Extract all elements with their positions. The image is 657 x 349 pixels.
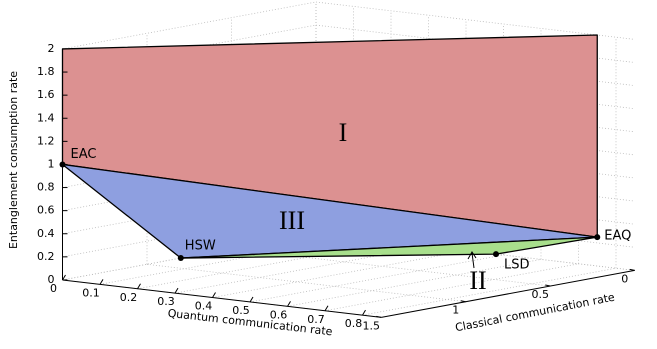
- y-tick-label: 0.1: [82, 286, 100, 299]
- tick: [212, 292, 216, 298]
- tick: [174, 287, 179, 294]
- z-tick-label: 2: [48, 42, 55, 55]
- grid-line: [287, 259, 542, 307]
- y-tick-label: 0.5: [232, 304, 250, 317]
- region-label: I: [339, 118, 348, 147]
- grid-line: [212, 250, 467, 298]
- z-tick-label: 1.8: [37, 65, 55, 78]
- x-tick-label: 1: [452, 304, 459, 317]
- tick: [137, 283, 141, 290]
- tick: [460, 300, 466, 303]
- point-label: EAC: [71, 147, 97, 162]
- y-axis-title: Quantum communication rate: [167, 307, 333, 339]
- grid-line: [315, 232, 635, 271]
- tick: [545, 284, 551, 287]
- grid-line: [146, 263, 466, 303]
- grid-line: [62, 209, 317, 258]
- point: [59, 161, 66, 168]
- region-label: III: [279, 206, 305, 235]
- point-label: LSD: [504, 258, 530, 273]
- y-axis: [62, 279, 382, 318]
- grid-line: [137, 241, 392, 290]
- point: [594, 234, 601, 241]
- tick: [324, 305, 329, 312]
- region-label: II: [469, 266, 486, 295]
- x-tick-label: 0: [621, 272, 628, 285]
- grid-line: [62, 186, 317, 235]
- point-label: EAQ: [604, 229, 631, 244]
- x-tick-label: 1.5: [363, 319, 381, 332]
- grid-line: [315, 1, 635, 40]
- regions: [61, 34, 598, 259]
- grid-line: [315, 209, 635, 248]
- region: [180, 236, 598, 259]
- y-tick-label: 0.8: [345, 317, 363, 330]
- x-tick-label: 0.5: [532, 288, 550, 301]
- z-tick-label: 0.6: [37, 204, 55, 217]
- grid-line: [174, 245, 429, 294]
- grid-line: [324, 263, 579, 312]
- point: [493, 251, 499, 258]
- tick: [629, 268, 635, 271]
- y-tick-label: 0.4: [195, 300, 213, 313]
- point: [177, 255, 184, 262]
- grid-line: [362, 267, 617, 316]
- x-axis: [381, 269, 635, 318]
- z-axis-title: Entanglement consumption rate: [7, 71, 20, 249]
- y-tick-label: 0.2: [120, 291, 138, 304]
- y-tick-label: 0.6: [270, 308, 288, 321]
- axes: 0 0.2 0.4 0.6 0.8 1 1.2 1.4 1.6 1.8 2 0 0.1 0.2 0.3 0.4…: [37, 42, 635, 332]
- z-tick-label: 0.4: [37, 227, 55, 240]
- grid-line: [62, 1, 317, 50]
- tick: [376, 315, 382, 318]
- tick: [287, 301, 291, 307]
- y-tick-label: 0.7: [307, 313, 325, 326]
- grid-line: [249, 254, 504, 303]
- z-tick-label: 1.6: [37, 88, 55, 101]
- arrow: [467, 251, 477, 269]
- z-tick-label: 1: [48, 157, 55, 170]
- tick: [249, 296, 254, 303]
- z-tick-label: 1.2: [37, 134, 55, 147]
- grid-line: [62, 232, 317, 281]
- y-tick-label: 0.3: [157, 295, 175, 308]
- z-tick-label: 0.8: [37, 181, 55, 194]
- z-tick-label: 0: [48, 273, 55, 286]
- z-tick-label: 1.4: [37, 111, 55, 124]
- tick: [362, 309, 366, 316]
- point-label: HSW: [185, 239, 216, 254]
- y-tick-label: 0: [50, 282, 57, 295]
- z-tick-label: 0.2: [37, 250, 55, 263]
- grid-line: [99, 237, 354, 285]
- grid-line: [231, 248, 551, 287]
- tick: [99, 279, 104, 285]
- grid-line: [62, 163, 317, 212]
- tick: [62, 274, 66, 281]
